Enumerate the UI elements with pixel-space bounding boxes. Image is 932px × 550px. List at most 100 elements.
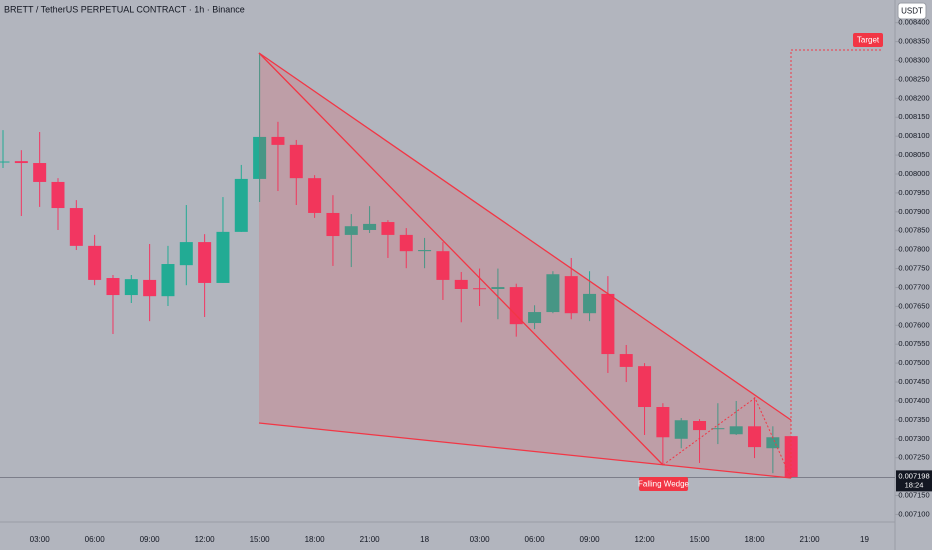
currency-button[interactable] <box>897 2 927 20</box>
y-tick-label: 0.007300 <box>898 434 929 443</box>
wedge-drawing: Target Falling Wedge <box>258 33 883 491</box>
y-tick-label: 0.007950 <box>898 188 929 197</box>
y-tick-label: 0.008350 <box>898 37 929 46</box>
candle-body <box>381 222 395 235</box>
candle-body <box>528 312 542 324</box>
candle-body <box>473 288 487 290</box>
y-tick-label: 0.007850 <box>898 226 929 235</box>
x-tick-label: 09:00 <box>140 535 161 544</box>
x-tick-label: 18 <box>420 535 429 544</box>
y-tick-label: 0.007550 <box>898 339 929 348</box>
last-price-box <box>896 470 932 492</box>
target-label: Target <box>857 36 880 45</box>
last-price-label: 0.007198 <box>898 471 929 480</box>
candle-body <box>674 420 688 439</box>
y-tick-label: 0.007800 <box>898 245 929 254</box>
y-tick-label: 0.007750 <box>898 264 929 273</box>
candle-body <box>271 136 285 145</box>
candle-body <box>33 163 47 182</box>
candle-body <box>143 279 157 297</box>
candle-body <box>583 293 597 314</box>
x-tick-label: 15:00 <box>250 535 271 544</box>
candle-body <box>619 354 633 367</box>
y-tick-label: 0.007450 <box>898 377 929 386</box>
y-tick-label: 0.007650 <box>898 301 929 310</box>
x-tick-label: 03:00 <box>470 535 491 544</box>
wedge-dotted-path <box>662 397 792 479</box>
y-tick-label: 0.007150 <box>898 491 929 500</box>
y-tick-label: 0.008250 <box>898 74 929 83</box>
candle-body <box>326 212 340 237</box>
countdown-label: 18:24 <box>905 480 924 489</box>
x-tick-label: 19 <box>860 535 869 544</box>
candle-body <box>289 144 303 179</box>
candle-body <box>564 276 578 314</box>
candle-body <box>656 407 670 438</box>
y-tick-label: 0.007350 <box>898 415 929 424</box>
x-tick-label: 12:00 <box>635 535 656 544</box>
candle-body <box>69 208 83 246</box>
candle-body <box>253 136 267 179</box>
candle-body <box>234 178 248 232</box>
candle-body <box>88 245 102 280</box>
candle-body <box>601 293 615 355</box>
x-tick-label: 18:00 <box>305 535 326 544</box>
y-tick-label: 0.008400 <box>898 18 929 27</box>
target-path <box>790 49 882 478</box>
candle-body <box>436 251 450 280</box>
wedge-lower-line <box>258 422 792 479</box>
y-tick-label: 0.007400 <box>898 396 929 405</box>
candle-body <box>729 426 743 435</box>
candle-body <box>418 250 432 252</box>
candle-body <box>51 181 65 209</box>
candle-body <box>638 366 652 408</box>
x-tick-label: 12:00 <box>195 535 216 544</box>
candle-body <box>363 223 377 230</box>
candle-body <box>161 264 175 297</box>
candle-body <box>216 231 230 283</box>
x-tick-label: 06:00 <box>525 535 546 544</box>
y-tick-label: 0.007500 <box>898 358 929 367</box>
x-tick-label: 06:00 <box>85 535 106 544</box>
y-tick-label: 0.007600 <box>898 320 929 329</box>
wedge-box <box>639 477 688 491</box>
candle-body <box>179 242 193 266</box>
candle-body <box>344 226 358 235</box>
candle-body <box>509 287 523 325</box>
x-tick-label: 18:00 <box>745 535 766 544</box>
y-tick-label: 0.007700 <box>898 282 929 291</box>
x-tick-label: 03:00 <box>30 535 51 544</box>
candle-body <box>546 274 560 313</box>
candle-body <box>766 437 780 449</box>
target-box <box>853 33 883 47</box>
wedge-inner-line <box>258 52 664 466</box>
wedge-upper-line <box>258 52 792 421</box>
x-tick-label: 15:00 <box>690 535 711 544</box>
y-tick-label: 0.008200 <box>898 93 929 102</box>
candle-body <box>198 242 212 283</box>
candle-body <box>14 161 28 164</box>
y-tick-label: 0.008150 <box>898 112 929 121</box>
x-tick-label: 21:00 <box>360 535 381 544</box>
y-tick-label: 0.008000 <box>898 169 929 178</box>
wedge-fill <box>259 53 791 478</box>
y-tick-label: 0.007100 <box>898 509 929 518</box>
wedge-label: Falling Wedge <box>638 480 690 489</box>
candle-body <box>124 279 138 296</box>
y-tick-label: 0.008050 <box>898 150 929 159</box>
candle-body <box>491 287 505 289</box>
x-tick-label: 21:00 <box>800 535 821 544</box>
candle-body <box>106 278 120 296</box>
candle-body <box>399 234 413 252</box>
candle-body <box>693 421 707 431</box>
y-tick-label: 0.007900 <box>898 207 929 216</box>
chart-title: BRETT / TetherUS PERPETUAL CONTRACT · 1h… <box>4 4 245 14</box>
candle-body <box>711 428 725 430</box>
y-tick-label: 0.008300 <box>898 56 929 65</box>
currency-label[interactable]: USDT <box>901 7 923 16</box>
candle-body <box>308 178 322 213</box>
y-tick-label: 0.008100 <box>898 131 929 140</box>
